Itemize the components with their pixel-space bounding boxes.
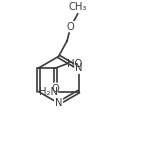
Text: CH₃: CH₃ xyxy=(69,2,87,12)
Text: H₂N: H₂N xyxy=(39,87,58,97)
Text: O: O xyxy=(67,22,75,32)
Text: N: N xyxy=(75,63,83,73)
Text: HO: HO xyxy=(67,59,83,69)
Text: N: N xyxy=(55,98,62,108)
Text: O: O xyxy=(51,84,59,94)
